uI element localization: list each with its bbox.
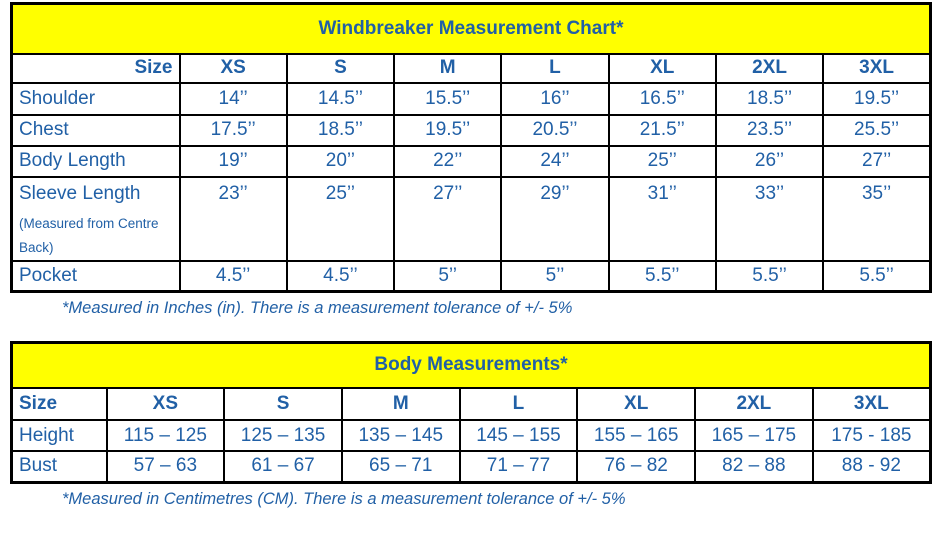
- row-label-chest: Chest: [10, 113, 181, 147]
- table-row-height: Height 115 – 125 125 – 135 135 – 145 145…: [10, 419, 932, 453]
- measurement-cell: 19.5’’: [822, 81, 932, 116]
- measurement-cell: 35’’: [822, 175, 932, 263]
- measurement-cell: 25’’: [607, 144, 717, 178]
- measurement-cell: 18.5’’: [714, 81, 825, 116]
- measurement-cell: 25.5’’: [822, 113, 932, 147]
- measurement-cell: 18.5’’: [285, 113, 396, 147]
- size-col-m: M: [393, 52, 503, 84]
- measurement-cell: 31’’: [607, 175, 717, 263]
- size-col-xl: XL: [576, 387, 697, 422]
- measurement-cell: 61 – 67: [223, 450, 343, 484]
- size-header-row: Size XS S M L XL 2XL 3XL: [10, 52, 932, 84]
- measurement-cell: 14.5’’: [285, 81, 396, 116]
- measurement-cell: 155 – 165: [576, 419, 697, 453]
- table-title-row: Body Measurements*: [10, 341, 932, 390]
- measurement-cell: 5’’: [500, 260, 610, 293]
- size-col-l: L: [458, 387, 579, 422]
- measurement-cell: 27’’: [822, 144, 932, 178]
- measurement-cell: 16.5’’: [607, 81, 717, 116]
- measurement-cell: 19.5’’: [393, 113, 503, 147]
- measurement-cell: 29’’: [500, 175, 610, 263]
- measurement-cell: 19’’: [178, 144, 288, 178]
- measurement-cell: 76 – 82: [576, 450, 697, 484]
- measurement-cell: 17.5’’: [178, 113, 288, 147]
- measurement-cell: 27’’: [393, 175, 503, 263]
- measurement-cell: 5.5’’: [607, 260, 717, 293]
- measurement-cell: 71 – 77: [458, 450, 579, 484]
- row-label-height: Height: [10, 419, 108, 453]
- size-col-s: S: [223, 387, 343, 422]
- sleeve-length-label: Sleeve Length: [19, 182, 141, 204]
- measurement-cell: 24’’: [500, 144, 610, 178]
- measurement-cell: 15.5’’: [393, 81, 503, 116]
- size-header-label: Size: [10, 387, 108, 422]
- table-title-row: Windbreaker Measurement Chart*: [10, 2, 932, 55]
- windbreaker-chart-title: Windbreaker Measurement Chart*: [10, 2, 932, 55]
- measurement-cell: 5.5’’: [714, 260, 825, 293]
- sleeve-length-sublabel: (Measured from Centre Back): [19, 215, 159, 255]
- size-col-s: S: [285, 52, 396, 84]
- table-row-bust: Bust 57 – 63 61 – 67 65 – 71 71 – 77 76 …: [10, 450, 932, 484]
- measurement-cell: 82 – 88: [694, 450, 814, 484]
- body-measurements-table: Body Measurements* Size XS S M L XL 2XL …: [10, 340, 932, 484]
- row-label-bust: Bust: [10, 450, 108, 484]
- size-col-3xl: 3XL: [822, 52, 932, 84]
- measurement-cell: 125 – 135: [223, 419, 343, 453]
- table-row-pocket: Pocket 4.5’’ 4.5’’ 5’’ 5’’ 5.5’’ 5.5’’ 5…: [10, 260, 932, 293]
- row-label-sleeve-length: Sleeve Length (Measured from Centre Back…: [10, 175, 181, 263]
- measurement-cell: 20’’: [285, 144, 396, 178]
- windbreaker-measurement-table: Windbreaker Measurement Chart* Size XS S…: [10, 2, 932, 293]
- measurement-cell: 57 – 63: [105, 450, 226, 484]
- measurement-cell: 165 – 175: [694, 419, 814, 453]
- measurement-cell: 23’’: [178, 175, 288, 263]
- size-col-2xl: 2XL: [714, 52, 825, 84]
- row-label-shoulder: Shoulder: [10, 81, 181, 116]
- section-spacer: [10, 319, 934, 341]
- row-label-body-length: Body Length: [10, 144, 181, 178]
- size-col-2xl: 2XL: [694, 387, 814, 422]
- measurement-cell: 25’’: [285, 175, 396, 263]
- centimetres-footnote: *Measured in Centimetres (CM). There is …: [62, 489, 626, 508]
- size-header-row: Size XS S M L XL 2XL 3XL: [10, 387, 932, 422]
- inches-footnote: *Measured in Inches (in). There is a mea…: [62, 298, 573, 317]
- measurement-cell: 33’’: [714, 175, 825, 263]
- measurement-cell: 135 – 145: [340, 419, 461, 453]
- table-row-body-length: Body Length 19’’ 20’’ 22’’ 24’’ 25’’ 26’…: [10, 144, 932, 178]
- table-row-sleeve-length: Sleeve Length (Measured from Centre Back…: [10, 175, 932, 263]
- measurement-cell: 115 – 125: [105, 419, 226, 453]
- body-measurements-title: Body Measurements*: [10, 341, 932, 390]
- measurement-cell: 4.5’’: [178, 260, 288, 293]
- measurement-cell: 16’’: [500, 81, 610, 116]
- measurement-cell: 20.5’’: [500, 113, 610, 147]
- size-header-label: Size: [10, 52, 181, 84]
- measurement-cell: 22’’: [393, 144, 503, 178]
- measurement-cell: 5.5’’: [822, 260, 932, 293]
- measurement-cell: 65 – 71: [340, 450, 461, 484]
- measurement-cell: 21.5’’: [607, 113, 717, 147]
- measurement-cell: 5’’: [393, 260, 503, 293]
- size-col-xs: XS: [105, 387, 226, 422]
- row-label-pocket: Pocket: [10, 260, 181, 293]
- measurement-cell: 145 – 155: [458, 419, 579, 453]
- size-col-xl: XL: [607, 52, 717, 84]
- measurement-cell: 4.5’’: [285, 260, 396, 293]
- size-col-3xl: 3XL: [811, 387, 932, 422]
- measurement-cell: 175 - 185: [811, 419, 932, 453]
- table-row-chest: Chest 17.5’’ 18.5’’ 19.5’’ 20.5’’ 21.5’’…: [10, 113, 932, 147]
- measurement-cell: 14’’: [178, 81, 288, 116]
- table-row-shoulder: Shoulder 14’’ 14.5’’ 15.5’’ 16’’ 16.5’’ …: [10, 81, 932, 116]
- measurement-cell: 23.5’’: [714, 113, 825, 147]
- size-col-xs: XS: [178, 52, 288, 84]
- measurement-cell: 88 - 92: [811, 450, 932, 484]
- size-col-l: L: [500, 52, 610, 84]
- size-col-m: M: [340, 387, 461, 422]
- measurement-cell: 26’’: [714, 144, 825, 178]
